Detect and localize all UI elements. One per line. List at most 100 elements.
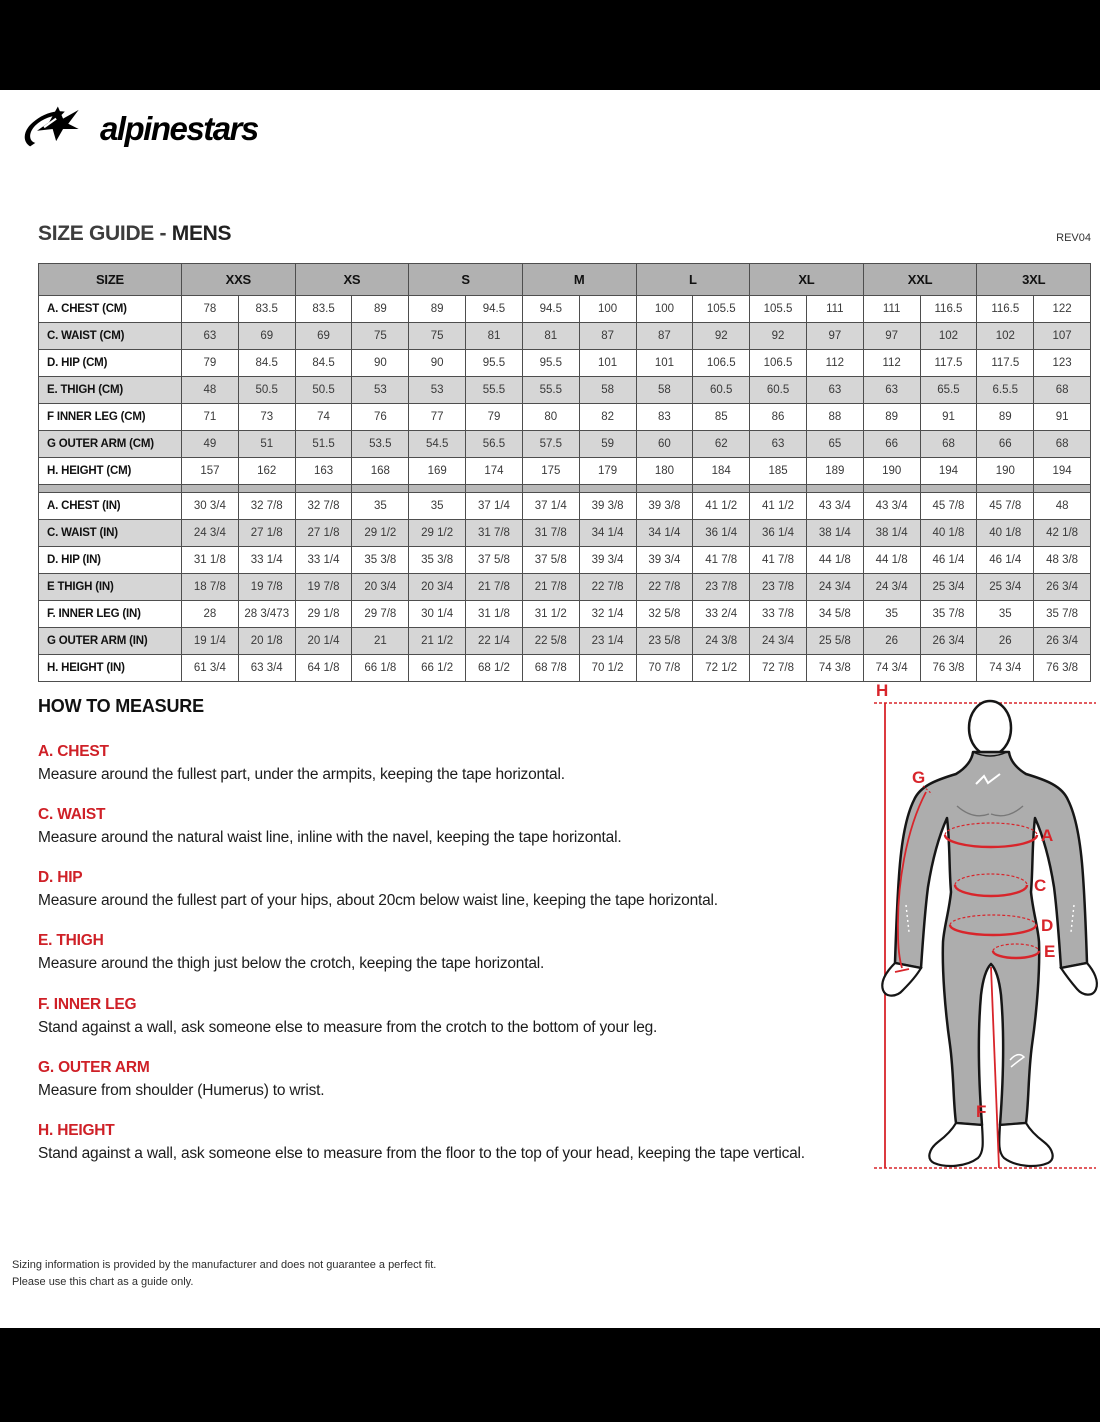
revision-label: REV04 (1056, 232, 1091, 244)
table-cell: 62 (692, 430, 751, 458)
table-cell: 6.5.5 (976, 376, 1035, 404)
table-cell: 24 3/8 (692, 627, 751, 655)
table-cell: 39 3/4 (578, 546, 637, 574)
body-measurement-diagram: H G A C D E F (874, 681, 1098, 1169)
how-to-measure-title: HOW TO MEASURE (38, 696, 204, 716)
brand-logo: alpinestars (18, 102, 259, 156)
table-cell: 89 (862, 403, 921, 431)
table-cell: 31 1/2 (521, 600, 580, 628)
figure-right-foot (998, 1121, 1054, 1168)
table-cell: 37 5/8 (521, 546, 580, 574)
disclaimer-line2: Please use this chart as a guide only. (12, 1276, 194, 1289)
table-cell: 30 1/4 (408, 600, 467, 628)
table-cell: 90 (351, 349, 410, 377)
table-cell: 76 (351, 403, 410, 431)
table-cell: 29 1/2 (351, 519, 410, 547)
table-cell: 89 (976, 403, 1035, 431)
table-cell: 66 1/2 (408, 654, 467, 682)
size-header-l: L (635, 263, 751, 296)
measure-heading: G. OUTER ARM (38, 1058, 150, 1076)
table-cell: 22 5/8 (521, 627, 580, 655)
table-cell: 91 (919, 403, 978, 431)
table-cell: 50.5 (237, 376, 296, 404)
table-cell: 33 2/4 (692, 600, 751, 628)
how-to-measure-section: HOW TO MEASURE A. CHEST Measure around th… (38, 696, 850, 1185)
table-cell: 190 (862, 457, 921, 485)
table-cell: 56.5 (465, 430, 523, 458)
table-cell: 42 1/8 (1033, 519, 1091, 547)
table-cell: 36 1/4 (749, 519, 807, 547)
table-cell: 35 3/8 (408, 546, 467, 574)
size-header-xl: XL (749, 263, 864, 296)
table-cell: 24 3/4 (181, 519, 239, 547)
table-cell: 25 5/8 (805, 627, 864, 655)
table-cell: 27 1/8 (237, 519, 296, 547)
table-cell: 23 5/8 (635, 627, 694, 655)
table-cell: 75 (408, 322, 467, 350)
table-cell: 83.5 (294, 295, 353, 323)
table-cell: 48 (1033, 492, 1091, 520)
table-cell: 65.5 (919, 376, 978, 404)
measure-text: Stand against a wall, ask someone else t… (38, 1018, 658, 1036)
table-cell: 107 (1033, 322, 1091, 350)
table-cell: 74 3/4 (862, 654, 921, 682)
size-header-s: S (408, 263, 523, 296)
row-label: G OUTER ARM (CM) (38, 430, 182, 458)
table-cell: 190 (976, 457, 1035, 485)
table-cell: 21 7/8 (465, 573, 523, 601)
table-cell: 92 (692, 322, 751, 350)
table-cell: 162 (237, 457, 296, 485)
table-cell: 194 (919, 457, 978, 485)
table-cell: 66 1/8 (351, 654, 410, 682)
table-cell: 58 (635, 376, 694, 404)
table-cell: 22 7/8 (635, 573, 694, 601)
table-cell: 100 (635, 295, 694, 323)
table-cell: 66 (976, 430, 1035, 458)
table-cell: 112 (862, 349, 921, 377)
table-cell: 43 3/4 (862, 492, 921, 520)
table-cell: 40 1/8 (919, 519, 978, 547)
table-cell: 39 3/4 (635, 546, 694, 574)
size-column-header: SIZE (38, 263, 182, 296)
table-cell: 72 1/2 (692, 654, 751, 682)
table-cell: 111 (805, 295, 864, 323)
table-cell: 60.5 (749, 376, 807, 404)
row-label: C. WAIST (IN) (38, 519, 182, 547)
table-cell: 27 1/8 (294, 519, 353, 547)
table-cell: 189 (805, 457, 864, 485)
table-cell: 48 (181, 376, 239, 404)
figure-left-hand (881, 961, 923, 997)
table-cell: 33 1/4 (294, 546, 353, 574)
thigh-measure-arc-dashed (992, 943, 1040, 952)
table-row: E THIGH (IN) 18 7/8 19 7/8 19 7/8 20 3/4 20 3… (38, 573, 1091, 601)
measure-section: G. OUTER ARM Measure from shoulder (Humer… (38, 1059, 850, 1101)
table-cell: 45 7/8 (919, 492, 978, 520)
table-cell: 179 (578, 457, 637, 485)
table-cell: 31 7/8 (465, 519, 523, 547)
measure-text: Measure around the natural waist line, i… (38, 829, 622, 847)
table-row: A. CHEST (CM) 78 83.5 83.5 89 89 94.5 94.5 100 10… (38, 295, 1091, 323)
measure-heading: F. INNER LEG (38, 995, 137, 1013)
table-cell: 163 (294, 457, 353, 485)
table-cell: 49 (181, 430, 239, 458)
measure-heading: A. CHEST (38, 743, 109, 760)
size-header-xs: XS (294, 263, 410, 296)
table-cell: 94.5 (521, 295, 580, 323)
chest-measure-arc (943, 834, 1039, 849)
outer-arm-end-tick (894, 968, 910, 973)
table-cell: 19 7/8 (294, 573, 353, 601)
table-cell: 53 (408, 376, 467, 404)
diagram-label-outer-arm: G (912, 768, 925, 787)
table-cell: 26 3/4 (1033, 627, 1091, 655)
table-row: E. THIGH (CM) 48 50.5 50.5 53 53 55.5 55.5 58 58 6… (38, 376, 1091, 404)
table-row: D. HIP (CM) 79 84.5 84.5 90 90 95.5 95.5 101 101 1… (38, 349, 1091, 377)
row-label: H. HEIGHT (CM) (38, 457, 182, 485)
table-cell: 89 (351, 295, 410, 323)
figure-right-hand (1059, 961, 1098, 996)
table-cell: 23 7/8 (749, 573, 807, 601)
table-cell: 80 (521, 403, 580, 431)
table-cell: 26 (862, 627, 921, 655)
table-row: C. WAIST (CM) 63 69 69 75 75 81 81 87 87 92 92 97 97 1… (38, 322, 1091, 350)
table-cell: 83.5 (237, 295, 296, 323)
table-cell: 35 7/8 (919, 600, 978, 628)
